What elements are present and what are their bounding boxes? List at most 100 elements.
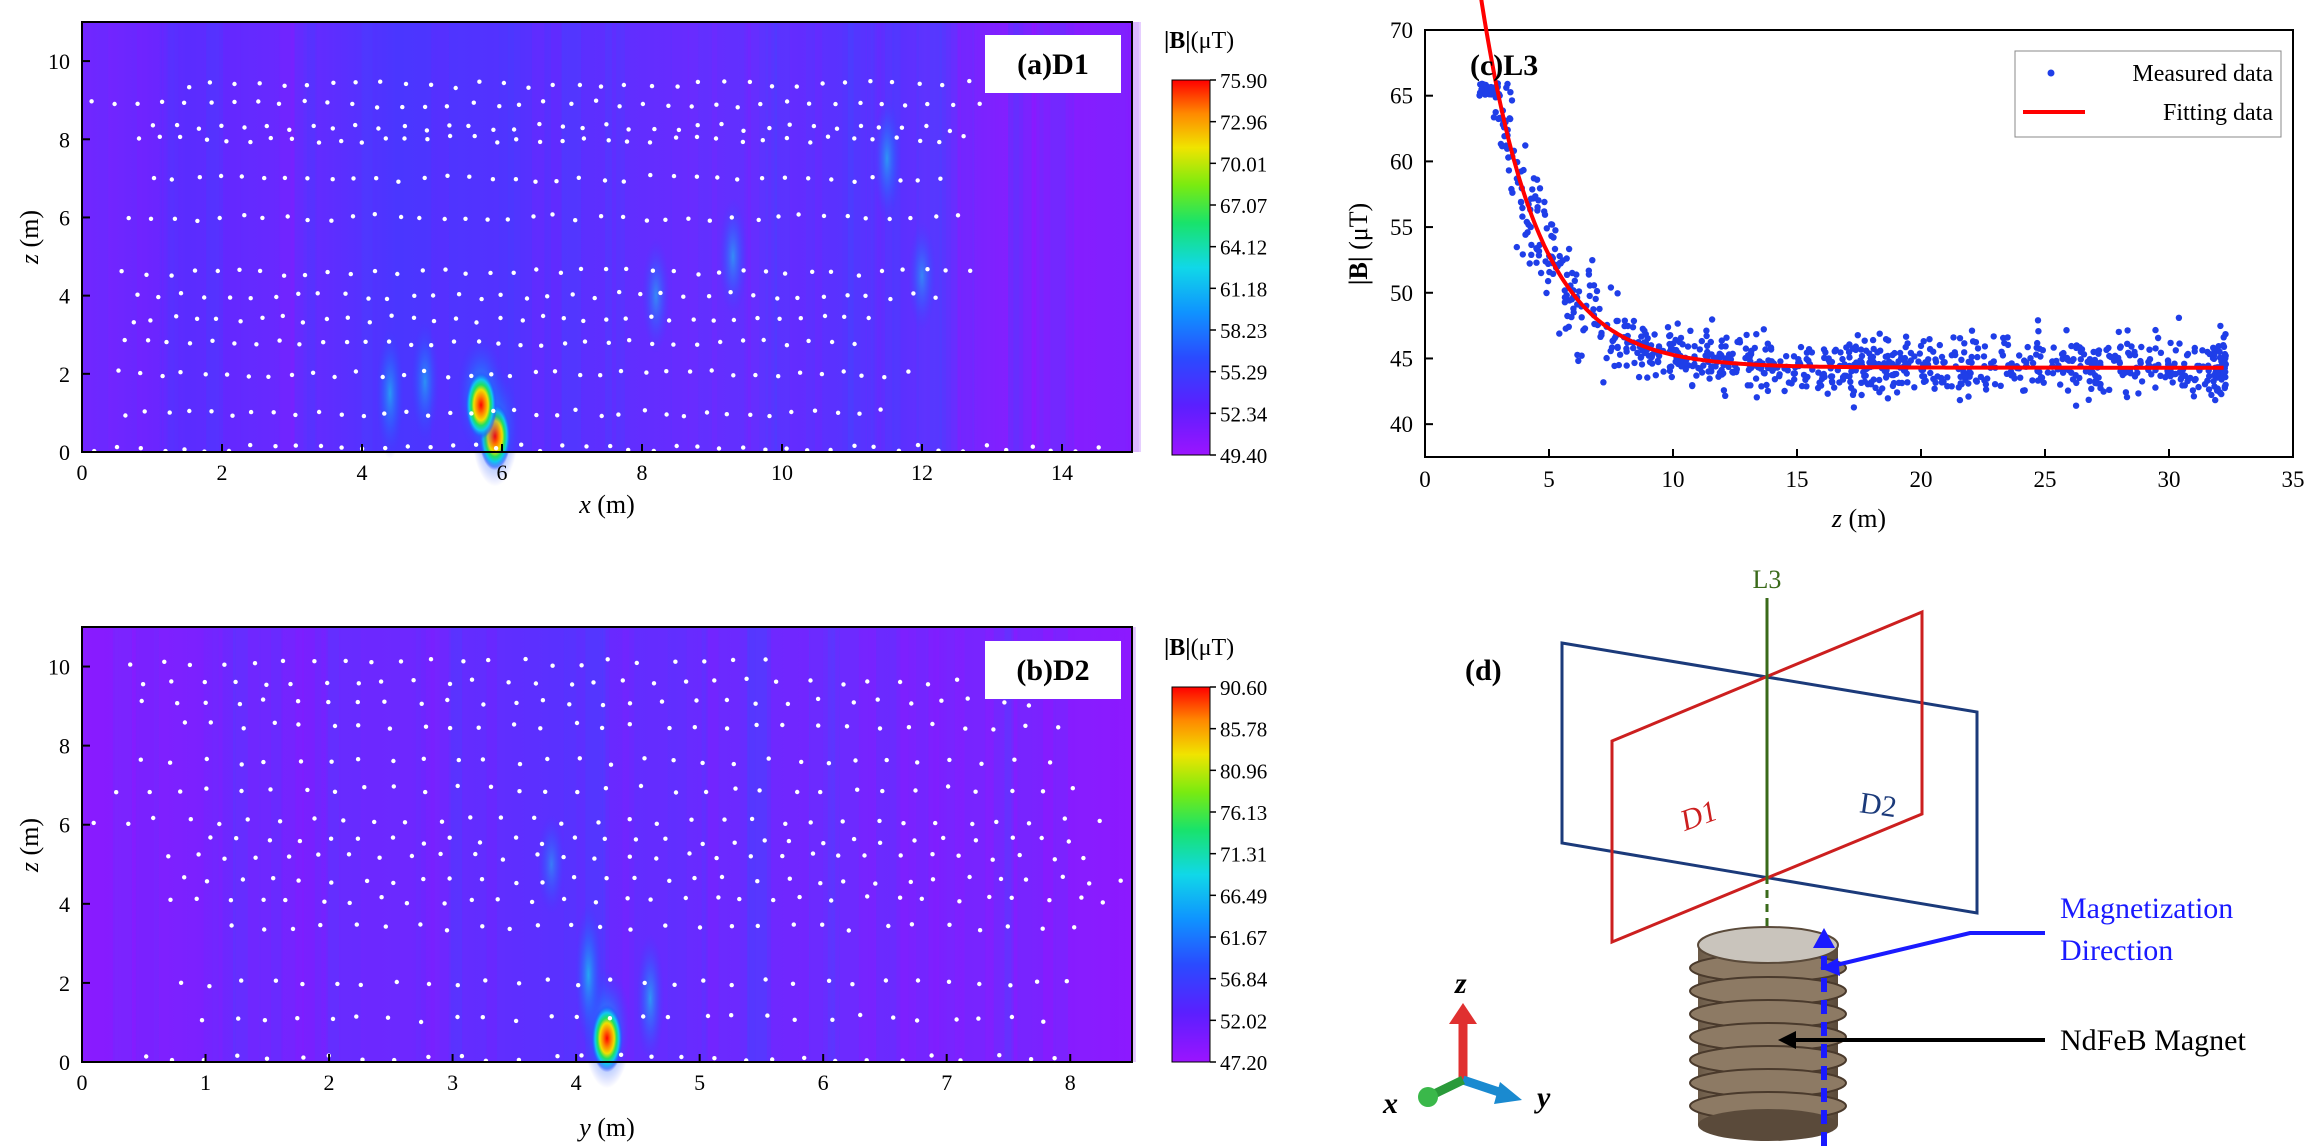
- measured-point: [1561, 294, 1569, 301]
- sample-point: [790, 981, 796, 986]
- sample-point: [853, 758, 858, 763]
- sample-point: [776, 374, 781, 379]
- measured-point: [2089, 369, 2096, 376]
- sample-point: [288, 681, 293, 687]
- sample-point: [957, 899, 962, 904]
- sample-point: [455, 1014, 460, 1020]
- measured-point: [1544, 277, 1552, 285]
- heatmap-a-hotspot: [376, 327, 404, 459]
- sample-point: [937, 139, 942, 145]
- measured-point: [1529, 186, 1536, 193]
- measured-point: [1948, 352, 1956, 359]
- sample-point: [1041, 1019, 1046, 1024]
- measured-point: [1965, 393, 1972, 400]
- sample-point: [469, 411, 474, 416]
- sample-point: [391, 758, 396, 764]
- sample-point: [325, 269, 330, 275]
- sample-point: [716, 895, 721, 900]
- sample-point: [640, 101, 646, 107]
- sample-point: [625, 896, 630, 901]
- heatmap-b-streak: [747, 627, 767, 1062]
- measured-point: [2222, 381, 2229, 388]
- heatmap-a-hotspot: [873, 96, 901, 222]
- measured-point: [2191, 344, 2198, 352]
- sample-point: [955, 213, 961, 218]
- heatmap-b-streak: [232, 627, 261, 1062]
- sample-point: [539, 343, 544, 348]
- measured-point: [2183, 352, 2191, 359]
- sample-point: [455, 783, 460, 789]
- sample-point: [329, 880, 334, 885]
- sample-point: [704, 410, 710, 415]
- sample-point: [123, 413, 128, 418]
- sample-point: [898, 178, 903, 183]
- heatmap-b-streak: [87, 627, 115, 1062]
- sample-point: [623, 316, 628, 321]
- sample-point: [977, 981, 982, 987]
- sample-point: [789, 409, 794, 415]
- sample-point: [144, 272, 149, 277]
- sample-point: [398, 659, 404, 664]
- sample-point: [389, 313, 394, 318]
- sample-point: [604, 122, 609, 127]
- measured-point: [1687, 327, 1694, 334]
- sample-point: [765, 1013, 770, 1018]
- sample-point: [426, 981, 432, 987]
- x-tick-label: 5: [694, 1070, 705, 1095]
- heatmap-a-streak: [498, 22, 514, 452]
- measured-point: [2036, 345, 2043, 352]
- sample-point: [947, 128, 953, 134]
- sample-point: [431, 318, 437, 324]
- measured-point: [1762, 346, 1769, 353]
- measured-point: [2069, 357, 2076, 365]
- sample-point: [730, 657, 736, 663]
- measured-point: [2214, 385, 2221, 392]
- sample-point: [1017, 852, 1022, 858]
- sample-point: [711, 318, 716, 323]
- measured-point: [1564, 312, 1571, 320]
- sample-point: [763, 657, 768, 662]
- sample-point: [480, 1015, 485, 1020]
- heatmap-b-streak: [131, 627, 154, 1062]
- measured-point: [1982, 386, 1990, 393]
- sample-point: [584, 444, 589, 449]
- sample-point: [833, 101, 838, 107]
- axis-b-ylabel: z (m): [15, 818, 44, 873]
- heatmap-a-streak: [1128, 22, 1139, 452]
- measured-point: [1528, 241, 1535, 249]
- colorbar-tick-label: 66.49: [1220, 884, 1267, 908]
- measured-point: [1505, 167, 1513, 174]
- sample-point: [330, 126, 335, 131]
- measured-point: [2221, 350, 2229, 358]
- heatmap-b-streak: [420, 627, 435, 1062]
- sample-point: [347, 900, 352, 906]
- legend-marker-measured: [2047, 69, 2055, 77]
- sample-point: [339, 412, 344, 417]
- sample-point: [296, 878, 301, 883]
- sample-point: [324, 316, 330, 322]
- heatmap-b-streak: [439, 627, 463, 1062]
- measured-point: [2217, 322, 2224, 330]
- sample-point: [883, 978, 889, 983]
- measured-point: [1644, 374, 1651, 381]
- axis-y-label: y: [1534, 1081, 1551, 1114]
- measured-point: [1867, 381, 1875, 388]
- x-tick-label: 25: [2034, 467, 2057, 492]
- sample-point: [126, 821, 131, 826]
- sample-point: [316, 852, 321, 857]
- colorbar-b-ticks: 90.6085.7880.9676.1371.3166.4961.6756.84…: [1210, 676, 1268, 1075]
- heatmap-a-streak: [136, 22, 160, 452]
- sample-point: [187, 408, 192, 414]
- heatmap-a-streak: [853, 22, 868, 452]
- sample-point: [570, 292, 575, 297]
- sample-point: [138, 446, 143, 451]
- x-tick-label: 3: [447, 1070, 458, 1095]
- sample-point: [122, 337, 127, 343]
- sample-point: [870, 137, 875, 142]
- sample-point: [1081, 855, 1086, 861]
- sample-point: [425, 413, 431, 418]
- sample-point: [648, 172, 653, 178]
- sample-point: [925, 682, 931, 687]
- sample-point: [305, 217, 310, 223]
- sample-point: [1009, 1014, 1015, 1020]
